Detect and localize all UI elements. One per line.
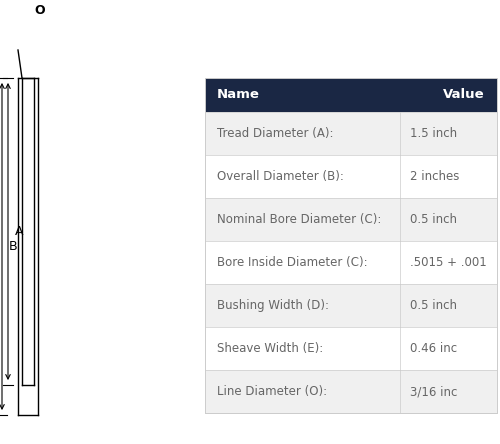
Text: 0.5 inch: 0.5 inch [410, 213, 457, 226]
Bar [205, 284, 497, 327]
Text: B: B [9, 240, 18, 253]
Bar [205, 78, 497, 112]
Bar [205, 155, 497, 198]
Bar [205, 112, 497, 155]
Text: A: A [15, 225, 24, 238]
Text: Bore Inside Diameter (C):: Bore Inside Diameter (C): [217, 256, 368, 269]
Text: Name: Name [217, 88, 260, 102]
Bar [205, 370, 497, 413]
Text: Line Diameter (O):: Line Diameter (O): [217, 385, 327, 398]
Text: 0.46 inc: 0.46 inc [410, 342, 457, 355]
Text: O: O [34, 4, 46, 16]
Text: Nominal Bore Diameter (C):: Nominal Bore Diameter (C): [217, 213, 382, 226]
Text: Overall Diameter (B):: Overall Diameter (B): [217, 170, 344, 183]
Text: 3/16 inc: 3/16 inc [410, 385, 458, 398]
Text: 0.5 inch: 0.5 inch [410, 299, 457, 312]
Text: Value: Value [444, 88, 485, 102]
Bar [205, 198, 497, 241]
Bar [205, 241, 497, 284]
Text: Bushing Width (D):: Bushing Width (D): [217, 299, 329, 312]
Text: 2 inches: 2 inches [410, 170, 460, 183]
Text: 1.5 inch: 1.5 inch [410, 127, 457, 140]
Text: Sheave Width (E):: Sheave Width (E): [217, 342, 323, 355]
Text: .5015 + .001: .5015 + .001 [410, 256, 487, 269]
Text: Tread Diameter (A):: Tread Diameter (A): [217, 127, 334, 140]
Bar [205, 327, 497, 370]
